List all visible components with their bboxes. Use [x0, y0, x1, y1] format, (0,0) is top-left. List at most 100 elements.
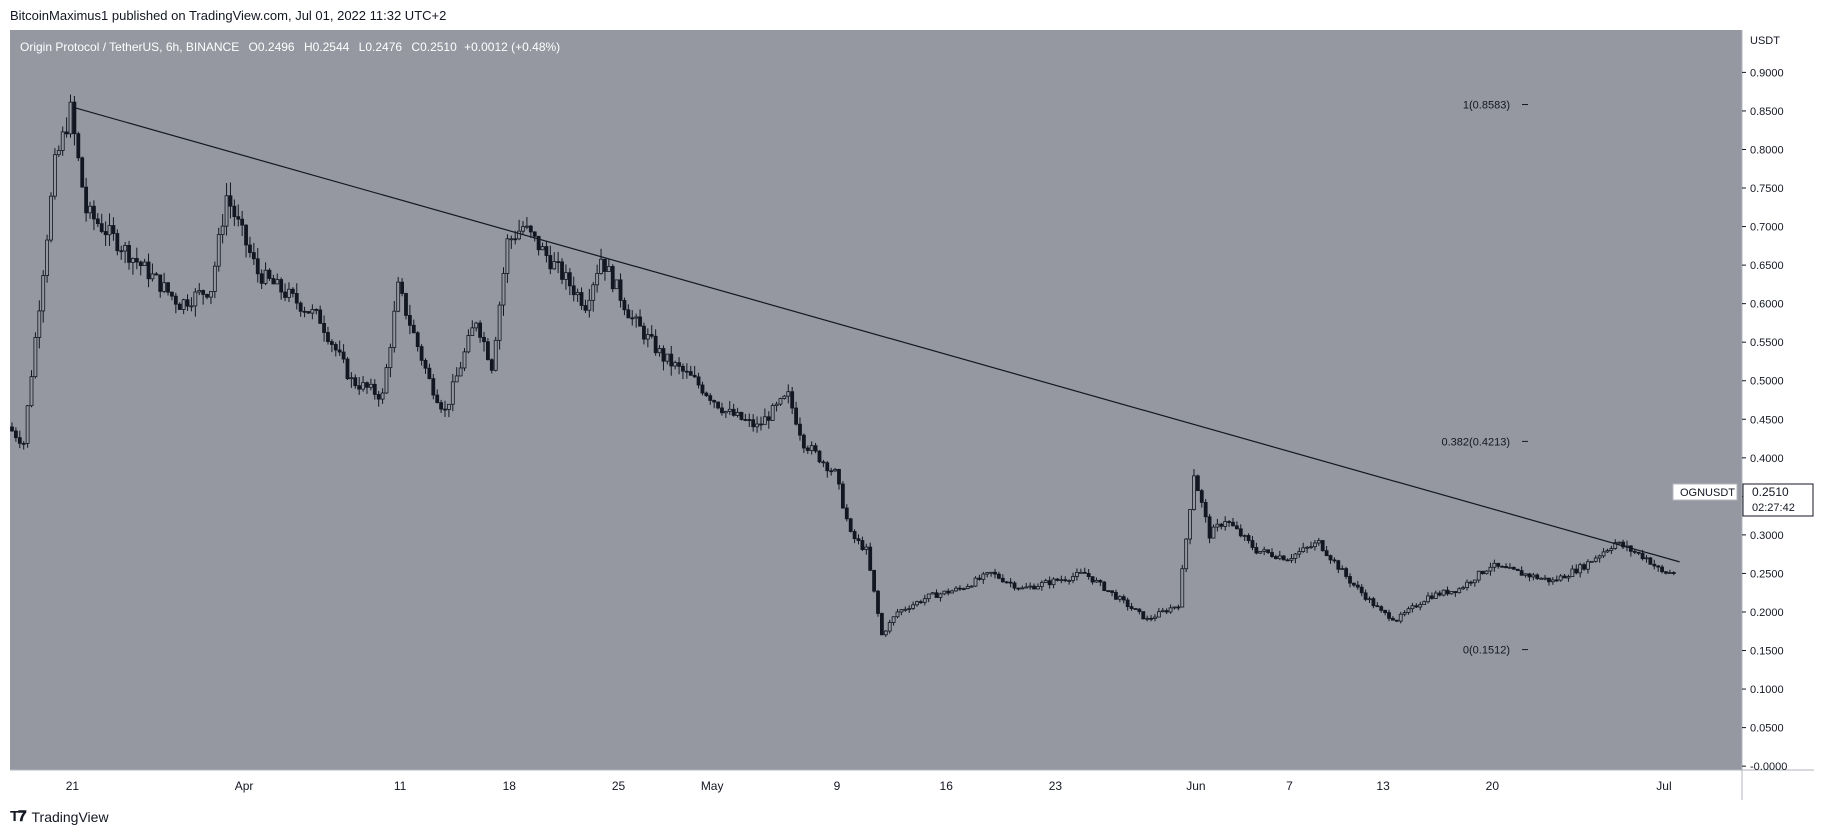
candle-body — [294, 293, 299, 304]
y-tick-label: 0.6000 — [1750, 299, 1784, 311]
candle-body — [326, 332, 330, 342]
candle-body — [961, 588, 966, 590]
candle-body — [794, 407, 798, 425]
candle-body — [766, 416, 771, 421]
candle-body — [1063, 579, 1068, 582]
candle-body — [244, 224, 248, 246]
fib-levels[interactable]: 1(0.8583) 0.382(0.4213) 0(0.1512) — [1442, 100, 1529, 657]
candle-body — [731, 408, 736, 416]
candle-body — [1671, 572, 1676, 574]
tradingview-logo[interactable]: T𝟕 TradingView — [10, 808, 109, 825]
candle-body — [1141, 611, 1146, 620]
fib-level-label[interactable]: 1(0.8583) — [1463, 100, 1510, 112]
candle-body — [119, 250, 124, 253]
candle-body — [318, 309, 323, 324]
candle-body — [751, 419, 756, 428]
candle-body — [735, 411, 740, 416]
candle-body — [677, 362, 681, 367]
trendline-layer[interactable] — [72, 106, 1680, 563]
candle-body — [1277, 555, 1282, 560]
candle-body — [634, 316, 639, 319]
candle-body — [1543, 577, 1547, 580]
candle-body — [622, 300, 627, 311]
candle-body — [1098, 579, 1103, 583]
candle-body — [712, 400, 717, 403]
price-chart[interactable]: USDT 0.9000 0.8500 0.8000 0.7500 0.7000 0.650… — [10, 30, 1814, 800]
candle-body — [150, 273, 155, 280]
candle-body — [1426, 595, 1430, 603]
candle-body — [1652, 563, 1657, 567]
descending-trendline[interactable] — [72, 106, 1680, 563]
candle-body — [1359, 586, 1364, 594]
candle-body — [934, 592, 939, 598]
candle-body — [201, 290, 206, 295]
candle-body — [439, 402, 443, 410]
candle-body — [1441, 589, 1446, 596]
candle-body — [1414, 605, 1419, 608]
candle-body — [614, 279, 619, 290]
candle-body — [669, 353, 674, 367]
candle-body — [1457, 588, 1462, 594]
fib-level-label[interactable]: 0(0.1512) — [1463, 645, 1510, 657]
candle-body — [528, 225, 533, 233]
candle-body — [173, 295, 178, 305]
candle-body — [111, 225, 116, 234]
candle-body — [1207, 516, 1212, 539]
candle-body — [251, 252, 256, 260]
candle-body — [1086, 572, 1091, 577]
candle-body — [1539, 577, 1544, 580]
x-tick-label: 11 — [394, 779, 407, 793]
candle-body — [45, 239, 50, 276]
symbol-legend[interactable]: Origin Protocol / TetherUS, 6h, BINANCE … — [20, 40, 560, 54]
last-price-label: 0.2510 — [1752, 485, 1789, 499]
symbol-title[interactable]: Origin Protocol / TetherUS, 6h, BINANCE — [20, 40, 240, 54]
candle-body — [1550, 579, 1555, 583]
candle-body — [840, 483, 845, 509]
candle-body — [1344, 568, 1349, 577]
candle-body — [248, 244, 252, 253]
candle-body — [193, 291, 198, 307]
candle-body — [1125, 599, 1130, 608]
candle-body — [1644, 557, 1649, 560]
fib-level-label[interactable]: 0.382(0.4213) — [1442, 436, 1511, 448]
candle-body — [1660, 566, 1664, 573]
candle-body — [99, 223, 104, 232]
y-tick-label: 0.1500 — [1750, 646, 1784, 658]
candle-body — [1032, 585, 1036, 590]
candle-body — [411, 324, 416, 334]
candle-body — [833, 468, 837, 472]
candle-body — [1262, 549, 1267, 552]
candle-body — [1305, 546, 1309, 549]
x-tick-label: Apr — [235, 779, 254, 793]
candle-body — [224, 195, 229, 227]
y-tick-label: 0.8000 — [1750, 144, 1784, 156]
candle-body — [649, 334, 654, 337]
candle-body — [930, 592, 935, 595]
candle-body — [1500, 565, 1505, 568]
candle-body — [950, 590, 955, 594]
candle-body — [419, 346, 424, 361]
candle-body — [548, 255, 553, 270]
candle-body — [700, 384, 705, 394]
plot-area[interactable] — [10, 30, 1742, 770]
chart-frame[interactable]: USDT 0.9000 0.8500 0.8000 0.7500 0.7000 0.650… — [10, 30, 1814, 800]
candle-body — [177, 303, 182, 310]
candle-body — [170, 291, 174, 297]
candle-body — [1348, 576, 1352, 584]
candle-body — [720, 407, 724, 414]
candle-body — [1133, 608, 1138, 610]
candle-body — [684, 370, 689, 373]
candle-body — [911, 604, 916, 609]
candle-body — [1028, 585, 1033, 588]
candle-body — [1484, 570, 1489, 575]
candle-body — [310, 309, 315, 314]
candle-body — [489, 359, 494, 371]
price-axis[interactable] — [1742, 30, 1814, 770]
candle-body — [1406, 608, 1411, 613]
candle-body — [540, 246, 545, 251]
candle-body — [376, 394, 381, 400]
candle-body — [154, 273, 159, 276]
candle-body — [1199, 490, 1204, 503]
y-tick-label: 0.0500 — [1750, 723, 1784, 735]
time-axis[interactable] — [10, 770, 1814, 800]
